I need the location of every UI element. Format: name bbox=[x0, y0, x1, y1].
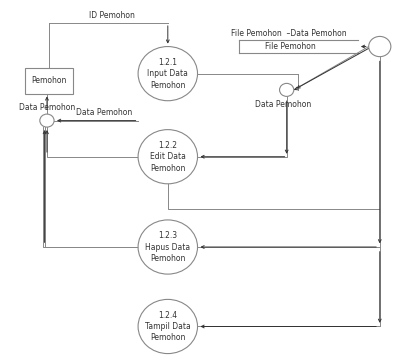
Text: Data Pemohon: Data Pemohon bbox=[76, 108, 132, 117]
Text: 1.2.1
Input Data
Pemohon: 1.2.1 Input Data Pemohon bbox=[147, 58, 188, 90]
Text: 1.2.4
Tampil Data
Pemohon: 1.2.4 Tampil Data Pemohon bbox=[145, 310, 191, 343]
Circle shape bbox=[138, 47, 198, 101]
Circle shape bbox=[138, 130, 198, 184]
Circle shape bbox=[138, 220, 198, 274]
Text: File Pemohon: File Pemohon bbox=[265, 42, 316, 51]
Text: 1.2.2
Edit Data
Pemohon: 1.2.2 Edit Data Pemohon bbox=[150, 141, 186, 173]
Text: File Pemohon  –Data Pemohon: File Pemohon –Data Pemohon bbox=[231, 29, 347, 38]
Text: Data Pemohon: Data Pemohon bbox=[255, 100, 311, 109]
Text: Pemohon: Pemohon bbox=[31, 76, 67, 85]
Circle shape bbox=[369, 36, 391, 57]
Circle shape bbox=[40, 114, 54, 127]
Text: 1.2.3
Hapus Data
Pemohon: 1.2.3 Hapus Data Pemohon bbox=[145, 231, 190, 263]
Text: ID Pemohon: ID Pemohon bbox=[89, 11, 135, 20]
Circle shape bbox=[280, 83, 294, 96]
Text: Data Pemohon: Data Pemohon bbox=[19, 103, 75, 111]
FancyBboxPatch shape bbox=[25, 68, 73, 94]
Circle shape bbox=[138, 300, 198, 353]
